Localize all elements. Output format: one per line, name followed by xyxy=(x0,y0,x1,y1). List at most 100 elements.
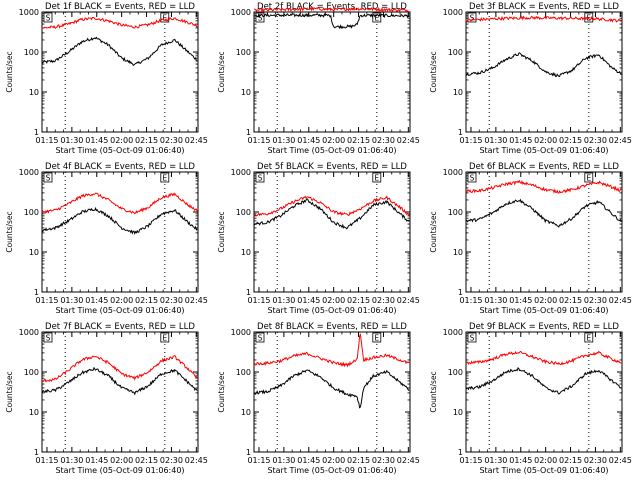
y-tick-label: 1 xyxy=(246,128,251,137)
series-line-events xyxy=(465,367,622,395)
end-mark: E xyxy=(162,174,167,183)
x-tick-label: 02:15 xyxy=(559,136,582,145)
x-tick-label: 02:30 xyxy=(160,136,183,145)
x-axis-label: Start Time (05-Oct-09 01:06:40) xyxy=(479,466,608,475)
end-mark-box xyxy=(584,172,594,183)
y-tick-label: 1000 xyxy=(443,168,463,177)
start-mark: S xyxy=(46,174,51,183)
y-tick-label: 1000 xyxy=(231,168,251,177)
x-tick-label: 02:15 xyxy=(135,136,158,145)
y-tick-label: 10 xyxy=(453,248,463,257)
panel-title: Det 9f BLACK = Events, RED = LLD xyxy=(469,322,619,332)
y-tick-label: 1000 xyxy=(443,328,463,337)
y-tick-label: 1 xyxy=(34,448,39,457)
y-axis-label: Counts/sec xyxy=(5,51,14,92)
y-tick-label: 10 xyxy=(29,248,39,257)
y-tick-label: 10 xyxy=(453,408,463,417)
start-mark: S xyxy=(46,334,51,343)
x-tick-label: 02:45 xyxy=(185,136,208,145)
x-tick-label: 02:30 xyxy=(584,136,607,145)
end-mark: E xyxy=(586,334,591,343)
series-line-lld xyxy=(41,17,198,30)
plot-frame xyxy=(253,11,411,133)
y-tick-label: 1 xyxy=(458,288,463,297)
x-tick-label: 02:30 xyxy=(372,136,395,145)
y-axis-label: Counts/sec xyxy=(5,211,14,252)
y-tick-label: 100 xyxy=(24,208,39,217)
y-tick-label: 1000 xyxy=(231,8,251,17)
detector-panel: Det 9f BLACK = Events, RED = LLD 1 10 100 10… xyxy=(429,322,632,475)
end-mark-box xyxy=(372,332,382,343)
x-tick-label: 02:45 xyxy=(609,456,632,465)
x-tick-label: 01:15 xyxy=(459,136,482,145)
series-line-lld xyxy=(41,355,198,383)
x-tick-label: 02:00 xyxy=(534,296,557,305)
y-tick-label: 1 xyxy=(246,288,251,297)
start-mark: S xyxy=(258,334,263,343)
x-tick-label: 01:45 xyxy=(297,296,320,305)
y-tick-label: 100 xyxy=(24,48,39,57)
end-mark-box xyxy=(372,12,382,23)
x-axis-label: Start Time (05-Oct-09 01:06:40) xyxy=(479,306,608,315)
detector-panel: Det 7f BLACK = Events, RED = LLD 1 10 100 10… xyxy=(5,322,208,475)
plot-frame xyxy=(253,171,411,293)
plot-frame xyxy=(465,331,623,453)
y-tick-label: 1000 xyxy=(231,328,251,337)
start-mark: S xyxy=(470,14,475,23)
y-tick-label: 100 xyxy=(24,368,39,377)
plot-frame xyxy=(41,171,199,293)
detector-panel: Det 4f BLACK = Events, RED = LLD 1 10 100 10… xyxy=(5,162,208,315)
end-mark: E xyxy=(374,174,379,183)
end-mark: E xyxy=(374,14,379,23)
x-tick-label: 02:15 xyxy=(347,136,370,145)
x-tick-label: 01:45 xyxy=(509,456,532,465)
end-mark: E xyxy=(586,174,591,183)
series-line-events xyxy=(465,52,622,78)
panel-title: Det 4f BLACK = Events, RED = LLD xyxy=(45,162,195,172)
x-tick-label: 01:45 xyxy=(85,296,108,305)
start-mark-box xyxy=(467,172,477,183)
x-tick-label: 02:30 xyxy=(372,456,395,465)
series-line-events xyxy=(465,198,622,228)
x-tick-label: 02:45 xyxy=(185,296,208,305)
x-tick-label: 02:45 xyxy=(609,296,632,305)
x-tick-label: 02:45 xyxy=(609,136,632,145)
x-tick-label: 01:15 xyxy=(35,456,58,465)
series-line-lld xyxy=(253,195,410,217)
y-tick-label: 1000 xyxy=(19,168,39,177)
series-line-lld xyxy=(253,332,410,368)
y-tick-label: 1000 xyxy=(443,8,463,17)
y-tick-label: 100 xyxy=(448,208,463,217)
x-tick-label: 02:30 xyxy=(160,296,183,305)
panel-title: Det 2f BLACK = Events, RED = LLD xyxy=(257,2,407,12)
start-mark-box xyxy=(255,332,265,343)
x-tick-label: 02:15 xyxy=(559,456,582,465)
x-tick-label: 01:45 xyxy=(85,456,108,465)
end-mark-box xyxy=(584,332,594,343)
y-tick-label: 1 xyxy=(458,128,463,137)
x-axis-label: Start Time (05-Oct-09 01:06:40) xyxy=(55,466,184,475)
series-line-lld xyxy=(253,6,410,14)
y-axis-label: Counts/sec xyxy=(429,371,438,412)
detector-panel: Det 1f BLACK = Events, RED = LLD 1 10 100 10… xyxy=(5,2,208,155)
x-tick-label: 02:30 xyxy=(372,296,395,305)
y-tick-label: 1 xyxy=(34,288,39,297)
start-mark-box xyxy=(43,332,53,343)
x-tick-label: 02:45 xyxy=(397,296,420,305)
series-line-lld xyxy=(465,15,622,23)
x-axis-label: Start Time (05-Oct-09 01:06:40) xyxy=(267,466,396,475)
y-tick-label: 100 xyxy=(236,48,251,57)
x-axis-label: Start Time (05-Oct-09 01:06:40) xyxy=(55,146,184,155)
x-tick-label: 02:30 xyxy=(160,456,183,465)
start-mark: S xyxy=(258,174,263,183)
plot-frame xyxy=(465,171,623,293)
y-axis-label: Counts/sec xyxy=(429,51,438,92)
end-mark-box xyxy=(160,332,170,343)
y-axis-label: Counts/sec xyxy=(217,371,226,412)
x-tick-label: 02:30 xyxy=(584,296,607,305)
detector-panel: Det 2f BLACK = Events, RED = LLD 1 10 100 10… xyxy=(217,2,420,155)
plot-frame xyxy=(41,11,199,133)
y-tick-label: 10 xyxy=(241,408,251,417)
x-tick-label: 01:30 xyxy=(60,296,83,305)
y-axis-label: Counts/sec xyxy=(429,211,438,252)
